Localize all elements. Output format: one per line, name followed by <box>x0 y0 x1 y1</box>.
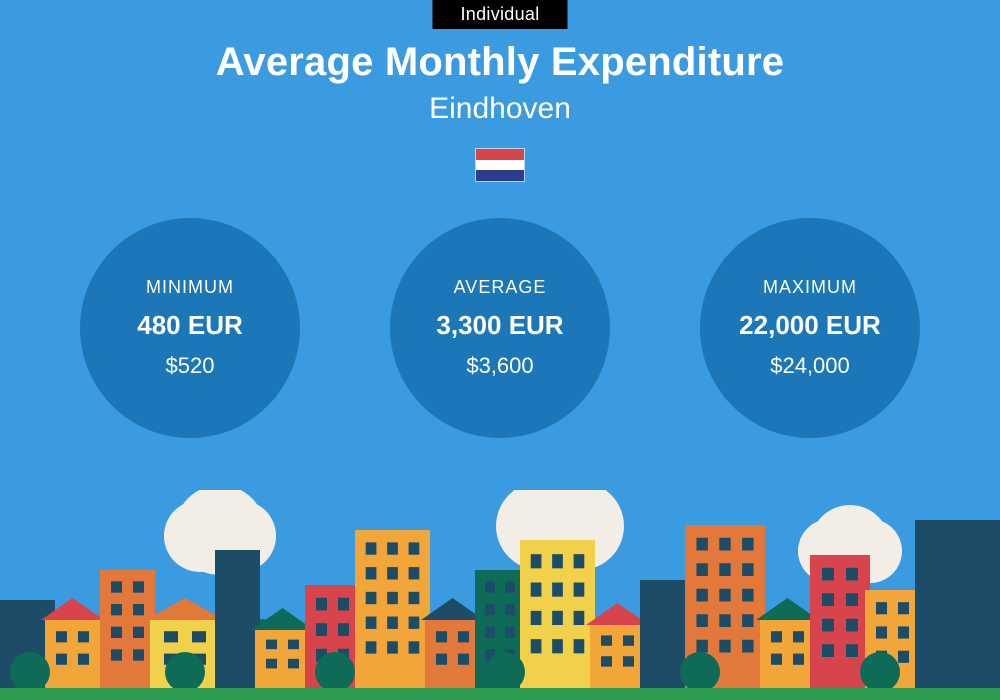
stat-secondary: $3,600 <box>466 353 533 379</box>
city-subtitle: Eindhoven <box>0 92 1000 126</box>
stat-primary: 3,300 EUR <box>436 310 563 341</box>
flag-stripe <box>476 149 524 160</box>
cityscape-illustration <box>0 490 1000 700</box>
stat-secondary: $520 <box>166 353 215 379</box>
flag-stripe <box>476 160 524 171</box>
stat-primary: 22,000 EUR <box>739 310 881 341</box>
stat-secondary: $24,000 <box>770 353 850 379</box>
stat-circle-average: AVERAGE 3,300 EUR $3,600 <box>390 218 610 438</box>
badge-label: Individual <box>460 4 539 24</box>
stat-circle-minimum: MINIMUM 480 EUR $520 <box>80 218 300 438</box>
flag-stripe <box>476 170 524 181</box>
stat-primary: 480 EUR <box>137 310 243 341</box>
category-badge: Individual <box>432 0 567 29</box>
stat-label: MAXIMUM <box>763 277 857 298</box>
expenditure-infographic: Individual Average Monthly Expenditure E… <box>0 0 1000 700</box>
stat-circles-row: MINIMUM 480 EUR $520 AVERAGE 3,300 EUR $… <box>0 218 1000 438</box>
stat-label: AVERAGE <box>454 277 547 298</box>
country-flag-icon <box>475 148 525 182</box>
page-title: Average Monthly Expenditure <box>0 40 1000 85</box>
stat-circle-maximum: MAXIMUM 22,000 EUR $24,000 <box>700 218 920 438</box>
stat-label: MINIMUM <box>146 277 234 298</box>
